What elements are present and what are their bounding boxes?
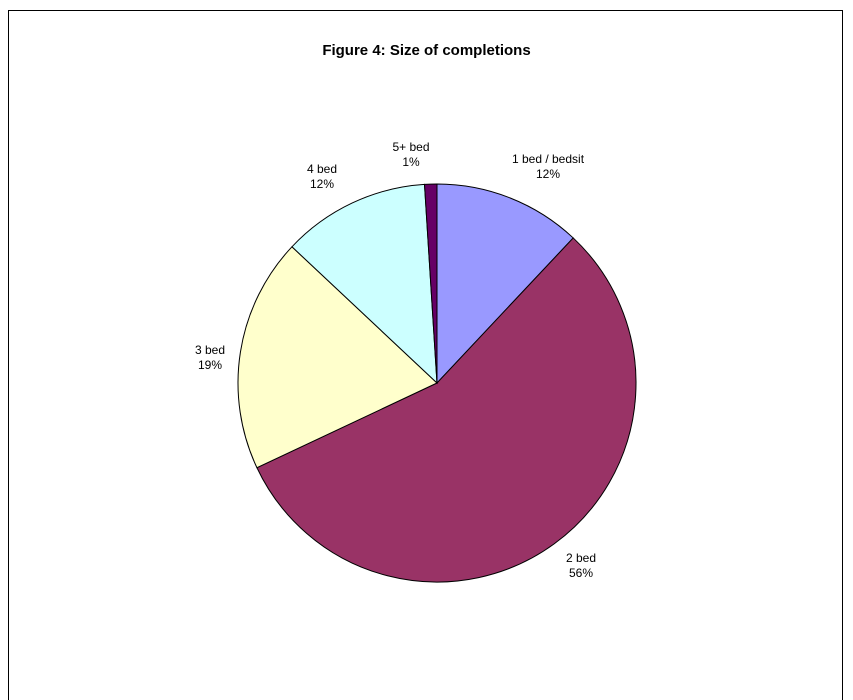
slice-name: 3 bed — [195, 343, 225, 357]
pie-labels: 1 bed / bedsit 12%2 bed 56%3 bed 19%4 bed 12… — [195, 140, 596, 580]
pie-slice-5-bed — [423, 183, 438, 384]
slice-name: 4 bed — [307, 162, 337, 176]
slice-label-3-bed: 3 bed 19% — [195, 343, 225, 372]
slice-name: 5+ bed — [392, 140, 429, 154]
slice-label-5-bed: 5+ bed 1% — [392, 140, 429, 169]
pie-chart: 1 bed / bedsit 12%2 bed 56%3 bed 19%4 bed 12… — [195, 140, 637, 583]
slice-label-2-bed: 2 bed 56% — [566, 551, 596, 580]
slice-label-1-bed-bedsit: 1 bed / bedsit 12% — [512, 152, 585, 181]
chart-title: Figure 4: Size of completions — [322, 42, 531, 59]
slice-label-4-bed: 4 bed 12% — [307, 162, 337, 191]
slice-percent: 12% — [310, 177, 334, 191]
slice-name: 1 bed / bedsit — [512, 152, 585, 166]
slice-percent: 19% — [198, 358, 222, 372]
pie-slice-3-bed — [237, 246, 438, 469]
slice-name: 2 bed — [566, 551, 596, 565]
pie-slice-2-bed — [256, 237, 637, 583]
pie-slice-4-bed — [291, 183, 438, 385]
slice-percent: 12% — [536, 167, 560, 181]
pie-slices — [237, 183, 637, 583]
slice-percent: 1% — [402, 155, 420, 169]
slice-percent: 56% — [569, 566, 593, 580]
pie-slice-1-bed-bedsit — [436, 183, 574, 385]
